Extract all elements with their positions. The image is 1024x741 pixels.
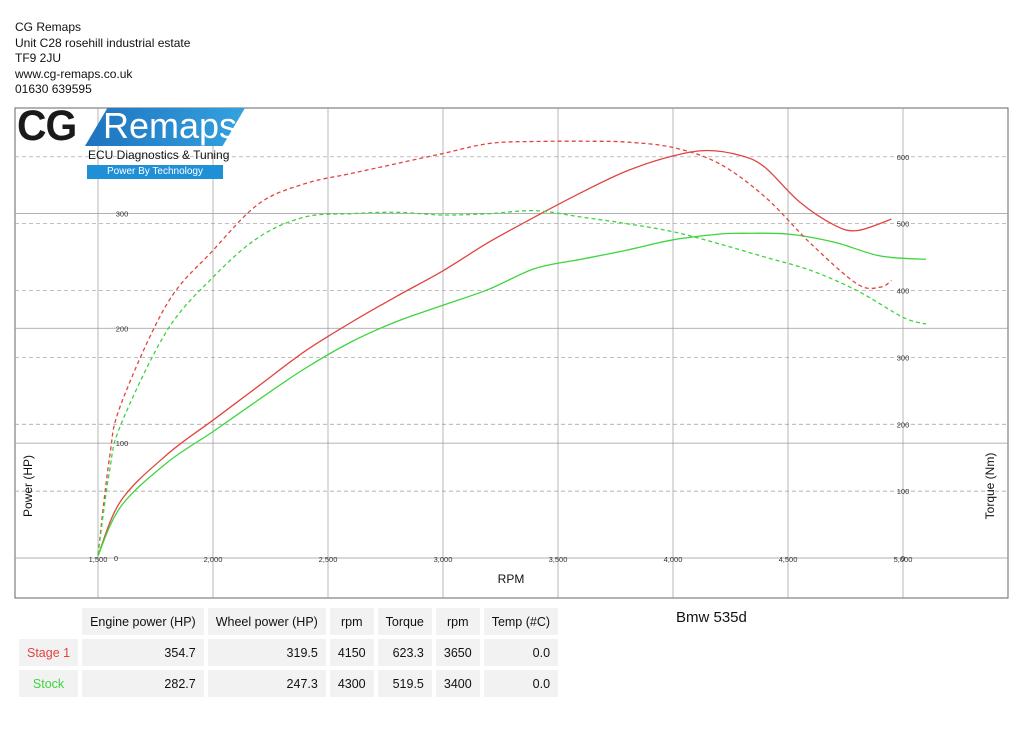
cell-wheel-power: 319.5 [207, 639, 326, 666]
left-axis-title: Power (HP) [21, 455, 35, 517]
x-tick-label: 3,500 [549, 555, 568, 564]
right-tick-label: 300 [897, 353, 910, 362]
stage-1-torque-curve [97, 140, 892, 555]
results-header-row: Engine power (HP) Wheel power (HP) rpm T… [19, 608, 559, 635]
postcode: TF9 2JU [15, 51, 62, 65]
cell-torque-rpm: 3650 [435, 639, 480, 666]
logo-mark-left: CG [17, 102, 77, 150]
cell-torque: 519.5 [377, 670, 432, 697]
car-title: Bmw 535d [676, 609, 747, 626]
x-tick-label: 2,500 [319, 555, 338, 564]
logo-band [85, 108, 245, 146]
x-tick-label: 5,000 [894, 555, 913, 564]
header-wheel-power: Wheel power (HP) [207, 608, 326, 635]
left-tick-label: 300 [116, 209, 129, 218]
right-tick-label: 100 [897, 487, 910, 496]
phone-number: 01630 639595 [15, 82, 92, 96]
x-tick-label: 2,000 [204, 555, 223, 564]
cg-remaps-logo: CG Remaps ECU Diagnostics & Tuning Power… [15, 102, 255, 182]
corner-cell [19, 608, 78, 635]
right-tick-label: 200 [897, 420, 910, 429]
logo-tagline: Power By Technology [87, 165, 223, 179]
plot-frame [14, 107, 1009, 599]
header-power-rpm: rpm [329, 608, 374, 635]
table-row-stock: Stock 282.7 247.3 4300 519.5 3400 0.0 [19, 670, 559, 697]
left-tick-label: 200 [116, 324, 129, 333]
cell-wheel-power: 247.3 [207, 670, 326, 697]
x-tick-label: 3,000 [434, 555, 453, 564]
x-tick-label: 1,500 [89, 555, 108, 564]
logo-mark-right: Remaps [103, 105, 238, 146]
cell-engine-power: 354.7 [82, 639, 204, 666]
cell-torque-rpm: 3400 [435, 670, 480, 697]
results-table: Engine power (HP) Wheel power (HP) rpm T… [15, 604, 562, 701]
row-label-stock: Stock [19, 670, 79, 697]
address-line: Unit C28 rosehill industrial estate [15, 35, 191, 50]
right-tick-label: 400 [897, 287, 910, 296]
cell-temp: 0.0 [483, 670, 559, 697]
stage-1-power-curve [97, 149, 892, 556]
header-temp: Temp (#C) [483, 608, 559, 635]
header-torque: Torque [377, 608, 432, 635]
x-tick-label: 4,500 [779, 555, 798, 564]
header-torque-rpm: rpm [435, 608, 480, 635]
right-tick-label: 500 [897, 220, 910, 229]
right-axis-title: Torque (Nm) [983, 453, 997, 520]
cell-temp: 0.0 [483, 639, 559, 666]
company-name: CG Remaps [15, 20, 82, 34]
x-axis-title: RPM [498, 572, 525, 586]
left-tick-label: 0 [114, 554, 118, 563]
cell-engine-power: 282.7 [82, 670, 204, 697]
stock-torque-curve [97, 209, 927, 555]
x-tick-label: 4,000 [664, 555, 683, 564]
header-engine-power: Engine power (HP) [82, 608, 204, 635]
row-label-stage1: Stage 1 [19, 639, 79, 666]
stock-power-curve [97, 232, 927, 556]
logo-subtitle: ECU Diagnostics & Tuning [88, 148, 230, 162]
left-tick-label: 100 [116, 439, 129, 448]
table-row-stage1: Stage 1 354.7 319.5 4150 623.3 3650 0.0 [19, 639, 559, 666]
website-link[interactable]: www.cg-remaps.co.uk [15, 66, 133, 81]
cell-power-rpm: 4300 [329, 670, 374, 697]
right-tick-label: 600 [897, 153, 910, 162]
cell-power-rpm: 4150 [329, 639, 374, 666]
cell-torque: 623.3 [377, 639, 432, 666]
right-tick-label: 0 [901, 554, 905, 563]
dealer-address: CG Remaps Unit C28 rosehill industrial e… [15, 20, 190, 98]
dyno-chart: 1,500 2,000 2,500 3,000 3,500 4,000 4,500 5,000… [14, 107, 1009, 599]
